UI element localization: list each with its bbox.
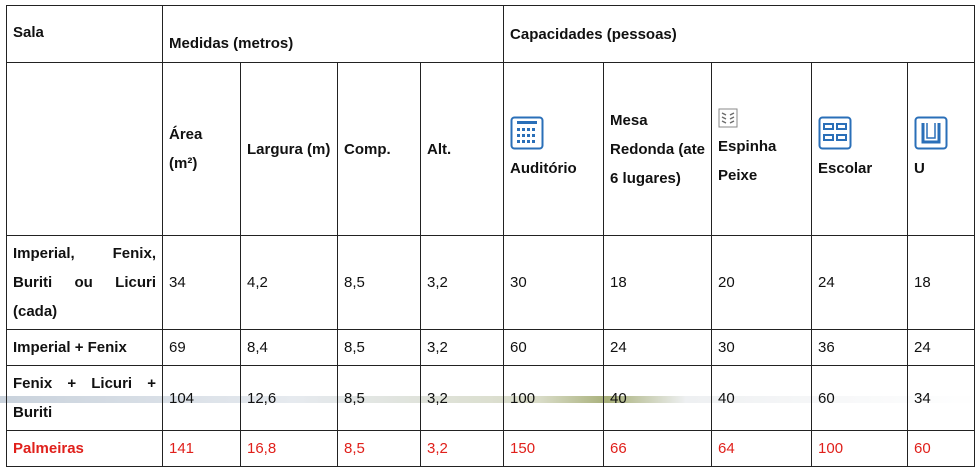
row-mesa: 24 [603,329,713,366]
row-largura: 16,8 [240,430,338,467]
row-comp: 8,5 [337,365,421,431]
classroom-layout-icon [818,116,901,150]
herringbone-layout-icon [718,108,805,128]
table-row: Fenix + Licuri + Buriti 104 12,6 8,5 3,2… [6,365,976,431]
row-auditorio: 60 [503,329,605,366]
col-largura: Largura (m) [240,62,338,236]
auditorium-layout-icon [510,116,597,150]
row-escolar: 60 [811,365,909,431]
row-espinha: 64 [711,430,813,467]
col-escolar-cell: Escolar [811,62,909,236]
header-capacidades: Capacidades (pessoas) [503,5,976,63]
header-medidas: Medidas (metros) [161,5,505,63]
row-sala: Imperial + Fenix [6,329,163,366]
header-sala: Sala [6,5,163,63]
header-sala-empty [6,62,163,236]
table-row-highlighted: Palmeiras 141 16,8 8,5 3,2 150 66 64 100… [6,430,976,467]
row-u: 34 [907,365,976,431]
row-mesa: 40 [603,365,713,431]
row-escolar: 100 [811,430,909,467]
row-alt: 3,2 [419,235,505,330]
row-espinha: 20 [711,235,813,330]
row-auditorio: 100 [503,365,605,431]
row-auditorio: 30 [503,235,605,330]
row-sala: Palmeiras [6,430,163,467]
row-mesa: 18 [603,235,713,330]
row-largura: 12,6 [240,365,338,431]
row-auditorio: 150 [503,430,605,467]
row-u: 18 [907,235,976,330]
row-area: 104 [162,365,241,431]
row-sala: Fenix + Licuri + Buriti [6,365,163,431]
row-comp: 8,5 [337,430,421,467]
row-comp: 8,5 [337,329,421,366]
row-alt: 3,2 [419,430,505,467]
row-area: 34 [162,235,241,330]
row-alt: 3,2 [419,365,505,431]
row-escolar: 24 [811,235,909,330]
header-row-columns: Área (m²) Largura (m) Comp. Alt. Auditór… [6,62,976,236]
col-mesa: Mesa Redonda (ate 6 lugares) [603,62,713,236]
row-espinha: 40 [711,365,813,431]
col-comp: Comp. [337,62,421,236]
row-espinha: 30 [711,329,813,366]
row-escolar: 36 [811,329,909,366]
table-row: Imperial, Fenix, Buriti ou Licuri (cada)… [6,235,976,330]
col-alt: Alt. [419,62,505,236]
row-sala: Imperial, Fenix, Buriti ou Licuri (cada) [6,235,163,330]
row-area: 69 [162,329,241,366]
col-auditorio: Auditório [510,159,577,177]
table-row: Imperial + Fenix 69 8,4 8,5 3,2 60 24 30… [6,329,976,366]
row-comp: 8,5 [337,235,421,330]
col-espinha-cell: Espinha Peixe [711,62,813,236]
u-shape-layout-icon [914,116,968,150]
col-area: Área (m²) [162,62,241,236]
col-espinha: Espinha Peixe [718,138,777,184]
col-u: U [914,159,925,177]
col-u-cell: U [907,62,976,236]
row-alt: 3,2 [419,329,505,366]
row-largura: 4,2 [240,235,338,330]
row-mesa: 66 [603,430,713,467]
col-auditorio-cell: Auditório [503,62,605,236]
col-escolar: Escolar [818,159,873,177]
row-area: 141 [162,430,241,467]
row-u: 60 [907,430,976,467]
header-row-groups: Sala Medidas (metros) Capacidades (pesso… [6,5,976,63]
room-capacity-table: Sala Medidas (metros) Capacidades (pesso… [6,5,976,467]
row-largura: 8,4 [240,329,338,366]
row-u: 24 [907,329,976,366]
